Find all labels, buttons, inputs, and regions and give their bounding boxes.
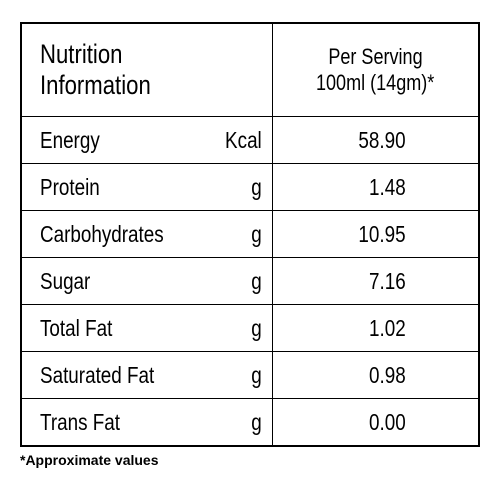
- table-cell: Carbohydrates: [20, 210, 191, 258]
- nutrient-value: 0.98: [369, 361, 406, 388]
- nutrition-table: Nutrition Information Per Serving 100ml …: [20, 22, 480, 447]
- nutrient-name: Trans Fat: [40, 408, 121, 435]
- nutrient-unit: g: [251, 361, 262, 388]
- table-cell: Energy: [20, 116, 191, 164]
- table-cell: Protein: [20, 163, 191, 211]
- table-cell: 58.90: [271, 116, 480, 164]
- table-cell: 1.02: [271, 304, 480, 352]
- table-cell: 10.95: [271, 210, 480, 258]
- table-body: Nutrition Information Per Serving 100ml …: [20, 22, 480, 447]
- table-row: Protein g 1.48: [20, 163, 480, 211]
- serving-size: 100ml (14gm)*: [316, 70, 435, 95]
- table-cell: 0.98: [271, 351, 480, 399]
- header-row: Nutrition Information Per Serving 100ml …: [20, 22, 480, 117]
- per-serving: Per Serving: [328, 44, 423, 69]
- nutrient-unit: g: [251, 220, 262, 247]
- table-cell: g: [190, 398, 273, 447]
- table-row: Total Fat g 1.02: [20, 304, 480, 352]
- nutrient-unit: Kcal: [225, 126, 262, 153]
- nutrient-value: 1.02: [369, 314, 406, 341]
- nutrient-name: Total Fat: [40, 314, 113, 341]
- nutrient-name: Saturated Fat: [40, 361, 155, 388]
- footnote: *Approximate values: [20, 452, 159, 468]
- table-cell: g: [190, 163, 273, 211]
- table-row: Trans Fat g 0.00: [20, 398, 480, 447]
- header-title-cell: Nutrition Information: [20, 22, 273, 117]
- nutrient-name: Carbohydrates: [40, 220, 164, 247]
- table-cell: Sugar: [20, 257, 191, 305]
- table-row: Energy Kcal 58.90: [20, 116, 480, 164]
- nutrient-unit: g: [251, 173, 262, 200]
- table-row: Carbohydrates g 10.95: [20, 210, 480, 258]
- table-cell: Total Fat: [20, 304, 191, 352]
- table-cell: Kcal: [190, 116, 273, 164]
- table-row: Saturated Fat g 0.98: [20, 351, 480, 399]
- nutrient-unit: g: [251, 314, 262, 341]
- nutrient-unit: g: [251, 267, 262, 294]
- table-cell: g: [190, 257, 273, 305]
- table-cell: Saturated Fat: [20, 351, 191, 399]
- table-row: Sugar g 7.16: [20, 257, 480, 305]
- nutrient-name: Energy: [40, 126, 100, 153]
- table-cell: 1.48: [271, 163, 480, 211]
- nutrient-value: 10.95: [358, 220, 406, 247]
- header-serving-cell: Per Serving 100ml (14gm)*: [271, 22, 480, 117]
- nutrient-name: Sugar: [40, 267, 91, 294]
- table-cell: g: [190, 351, 273, 399]
- table-cell: g: [190, 210, 273, 258]
- nutrient-name: Protein: [40, 173, 100, 200]
- nutrient-value: 7.16: [369, 267, 406, 294]
- table-cell: 0.00: [271, 398, 480, 447]
- table-cell: 7.16: [271, 257, 480, 305]
- table-cell: Trans Fat: [20, 398, 191, 447]
- nutrient-value: 58.90: [358, 126, 406, 153]
- nutrient-value: 0.00: [369, 408, 406, 435]
- table-cell: g: [190, 304, 273, 352]
- nutrient-unit: g: [251, 408, 262, 435]
- header-title: Nutrition Information: [40, 39, 151, 100]
- nutrient-value: 1.48: [369, 173, 406, 200]
